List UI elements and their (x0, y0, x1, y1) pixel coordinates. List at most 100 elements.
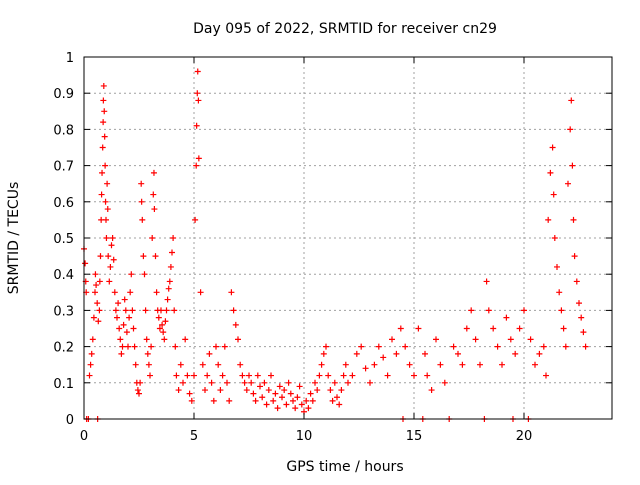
data-point (261, 379, 268, 386)
data-point (558, 307, 565, 314)
data-point (232, 321, 239, 328)
data-point (571, 253, 578, 260)
data-point (106, 278, 113, 285)
data-point (109, 235, 116, 241)
x-tick-label: 20 (516, 429, 533, 444)
data-point (342, 361, 349, 368)
data-point (150, 169, 157, 176)
data-point (119, 343, 126, 350)
data-point (159, 321, 166, 328)
y-tick-label: 0.3 (53, 304, 74, 319)
data-point (243, 387, 250, 394)
data-point (263, 401, 270, 408)
data-point (147, 372, 153, 379)
data-point (331, 379, 338, 386)
data-point (89, 336, 96, 343)
y-tick-label: 0 (66, 413, 74, 428)
data-point (547, 169, 554, 176)
data-point (252, 397, 259, 404)
data-point (92, 289, 98, 296)
data-point (116, 325, 123, 332)
data-point (450, 343, 457, 350)
data-point (224, 379, 230, 386)
data-point (98, 191, 105, 198)
data-point (459, 361, 466, 368)
data-point (415, 325, 422, 332)
data-point (499, 361, 505, 368)
data-point (103, 235, 110, 241)
data-point (188, 397, 195, 404)
data-point (171, 307, 178, 314)
data-point (143, 336, 150, 343)
data-point (316, 372, 323, 379)
y-axis-label: SRMTID / TECUs (6, 182, 22, 295)
data-point (336, 401, 343, 408)
data-point (163, 307, 170, 314)
data-point (570, 216, 577, 223)
data-point (96, 278, 103, 285)
data-point (160, 329, 167, 336)
data-point (340, 372, 347, 379)
data-point (100, 97, 107, 104)
data-point (569, 162, 576, 169)
data-point (164, 296, 171, 303)
data-point (239, 372, 246, 379)
data-point (235, 336, 241, 343)
y-tick-label: 0.8 (53, 123, 74, 138)
data-point (545, 216, 552, 223)
x-tick-label: 5 (190, 429, 198, 444)
data-point (268, 372, 274, 379)
data-point (149, 235, 156, 241)
data-point (102, 162, 109, 169)
data-point (192, 216, 199, 223)
data-point (254, 372, 261, 379)
data-point (384, 372, 391, 379)
data-point (128, 271, 135, 278)
data-point (153, 289, 160, 296)
data-point (126, 314, 133, 321)
data-point (136, 390, 142, 397)
data-point (428, 387, 435, 394)
data-point (298, 401, 305, 408)
data-point (104, 180, 111, 187)
data-point (175, 387, 182, 394)
data-point (325, 372, 332, 379)
data-point (167, 263, 174, 270)
data-point (265, 387, 272, 394)
data-point (208, 379, 215, 386)
data-point (296, 383, 303, 390)
data-point (314, 387, 321, 394)
data-point (92, 271, 99, 278)
data-point (172, 343, 179, 350)
data-point (87, 361, 94, 368)
data-point (210, 397, 217, 404)
data-point (226, 397, 233, 404)
data-point (560, 325, 567, 332)
data-point (120, 321, 127, 328)
data-point (191, 372, 197, 379)
data-point (468, 307, 475, 314)
data-point (110, 256, 117, 263)
data-point (173, 372, 180, 379)
data-point (99, 144, 106, 151)
data-point (177, 361, 184, 368)
data-point (562, 343, 569, 350)
data-point (166, 278, 173, 285)
data-point (117, 336, 124, 343)
y-tick-label: 0.4 (53, 268, 74, 283)
data-point (318, 361, 325, 368)
data-point (320, 350, 327, 357)
data-point (151, 206, 158, 213)
data-point (99, 169, 106, 176)
data-point (283, 401, 290, 408)
data-point (345, 379, 351, 386)
data-point (107, 263, 114, 270)
data-point (130, 325, 137, 332)
data-point (169, 249, 175, 256)
data-point (349, 372, 356, 379)
data-point (142, 307, 149, 314)
data-point (290, 397, 296, 404)
data-point (186, 390, 193, 397)
x-axis-label: GPS time / hours (286, 459, 403, 475)
